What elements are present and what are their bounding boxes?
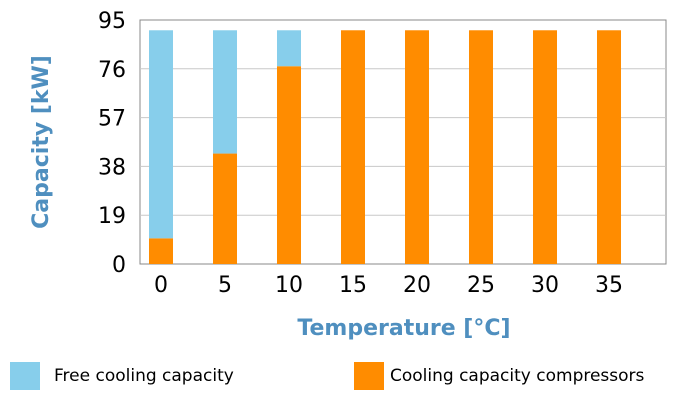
y-axis-title: Capacity [kW] [29,55,54,229]
bar-compressors [213,153,237,264]
y-tick-label: 57 [98,107,126,132]
y-tick-label: 76 [98,58,126,83]
bar-free-cooling [149,30,173,239]
y-tick-label: 0 [112,253,126,278]
y-tick-label: 38 [98,155,126,180]
free-cooling-swatch [10,362,40,390]
legend-label-compressors: Cooling capacity compressors [390,366,645,386]
capacity-chart: 0 19 38 57 76 95 0 5 10 15 20 25 30 35 Capacity [kW]… [29,9,667,341]
x-tick-label: 10 [275,273,303,298]
legend: Free cooling capacity Cooling capacity c… [0,356,693,394]
bar-compressors [469,30,493,265]
compressors-swatch [354,362,384,390]
y-tick-label: 19 [98,204,126,229]
bar-free-cooling [277,30,301,67]
bar-compressors [533,30,557,265]
bar-free-cooling [213,30,237,154]
bar-compressors [277,66,301,264]
y-tick-labels: 0 19 38 57 76 95 [98,9,126,278]
bar-compressors [149,238,173,264]
x-tick-label: 30 [531,273,559,298]
x-tick-label: 35 [595,273,623,298]
legend-item-compressors: Cooling capacity compressors [354,362,644,390]
x-tick-label: 25 [467,273,495,298]
x-tick-label: 20 [403,273,431,298]
y-tick-label: 95 [98,9,126,34]
x-tick-label: 15 [339,273,367,298]
legend-label-free-cooling: Free cooling capacity [54,366,234,386]
bar-compressors [597,30,621,265]
bars [149,30,621,265]
x-axis-title: Temperature [°C] [297,316,510,341]
bar-compressors [341,30,365,265]
x-tick-label: 0 [154,273,168,298]
x-tick-labels: 0 5 10 15 20 25 30 35 [154,273,623,298]
x-tick-label: 5 [218,273,232,298]
bar-compressors [405,30,429,265]
legend-item-free-cooling: Free cooling capacity [10,362,234,390]
